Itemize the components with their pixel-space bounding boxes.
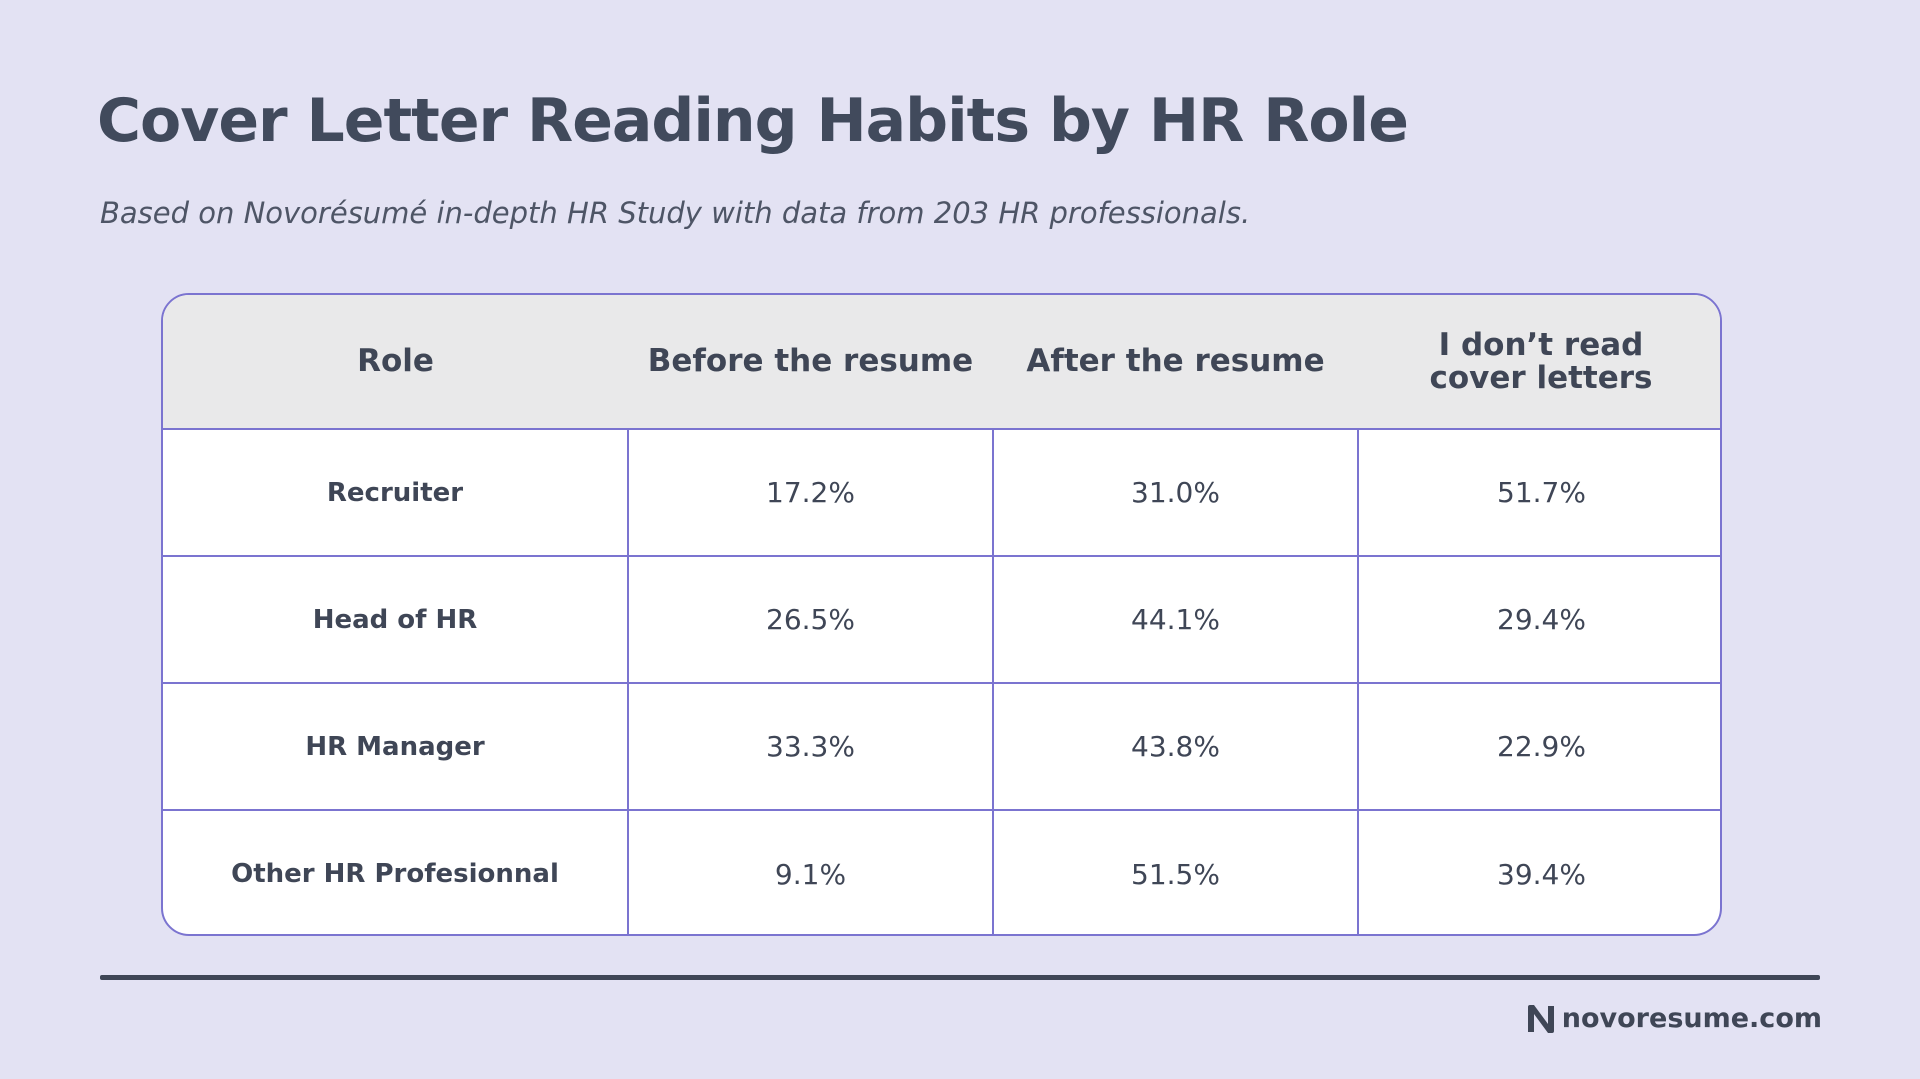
table-cell: 31.0%	[992, 429, 1358, 556]
table-cell: 17.2%	[627, 429, 993, 556]
table-row: Head of HR 26.5% 44.1% 29.4%	[163, 555, 1720, 683]
table-row: HR Manager 33.3% 43.8% 22.9%	[163, 682, 1720, 810]
table-cell: 44.1%	[992, 555, 1358, 683]
novoresume-n-logo-icon	[1527, 1004, 1554, 1033]
row-label: Other HR Profesionnal	[163, 809, 628, 934]
table-header-row: Role Before the resume After the resume …	[163, 295, 1720, 430]
row-label: HR Manager	[163, 682, 628, 810]
table-cell: 9.1%	[627, 809, 993, 934]
column-header-line: After the resume	[1026, 343, 1325, 380]
table-row: Recruiter 17.2% 31.0% 51.7%	[163, 429, 1720, 556]
page-title: Cover Letter Reading Habits by HR Role	[97, 86, 1409, 156]
row-label: Head of HR	[163, 555, 628, 683]
column-header-before: Before the resume	[628, 295, 993, 430]
column-header-line: Role	[357, 343, 434, 380]
table-cell: 26.5%	[627, 555, 993, 683]
table-cell: 22.9%	[1357, 682, 1720, 810]
table-cell: 43.8%	[992, 682, 1358, 810]
table-cell: 51.7%	[1357, 429, 1720, 556]
table-body: Recruiter 17.2% 31.0% 51.7% Head of HR 2…	[163, 429, 1720, 934]
data-table-container: Role Before the resume After the resume …	[161, 293, 1722, 936]
column-header-dont-read: I don’t read cover letters	[1358, 295, 1720, 430]
brand-name: novoresume.com	[1561, 1003, 1822, 1034]
table-cell: 29.4%	[1357, 555, 1720, 683]
column-header-role: Role	[163, 295, 628, 430]
table-cell: 33.3%	[627, 682, 993, 810]
column-header-line: I don’t read	[1438, 326, 1644, 363]
footer-divider	[100, 975, 1820, 980]
data-table: Role Before the resume After the resume …	[163, 295, 1720, 934]
column-header-line: Before the resume	[647, 343, 974, 380]
row-label: Recruiter	[326, 477, 464, 508]
table-row: Other HR Profesionnal 9.1% 51.5% 39.4%	[163, 809, 1720, 934]
table-cell: 39.4%	[1357, 809, 1720, 934]
table-header: Role Before the resume After the resume …	[163, 295, 1720, 430]
brand: novoresume.com	[1526, 1003, 1822, 1034]
column-header-after: After the resume	[993, 295, 1358, 430]
page-subtitle: Based on Novorésumé in-depth HR Study wi…	[100, 196, 1251, 230]
column-header-line: cover letters	[1429, 359, 1653, 396]
table-cell: 51.5%	[992, 809, 1358, 934]
